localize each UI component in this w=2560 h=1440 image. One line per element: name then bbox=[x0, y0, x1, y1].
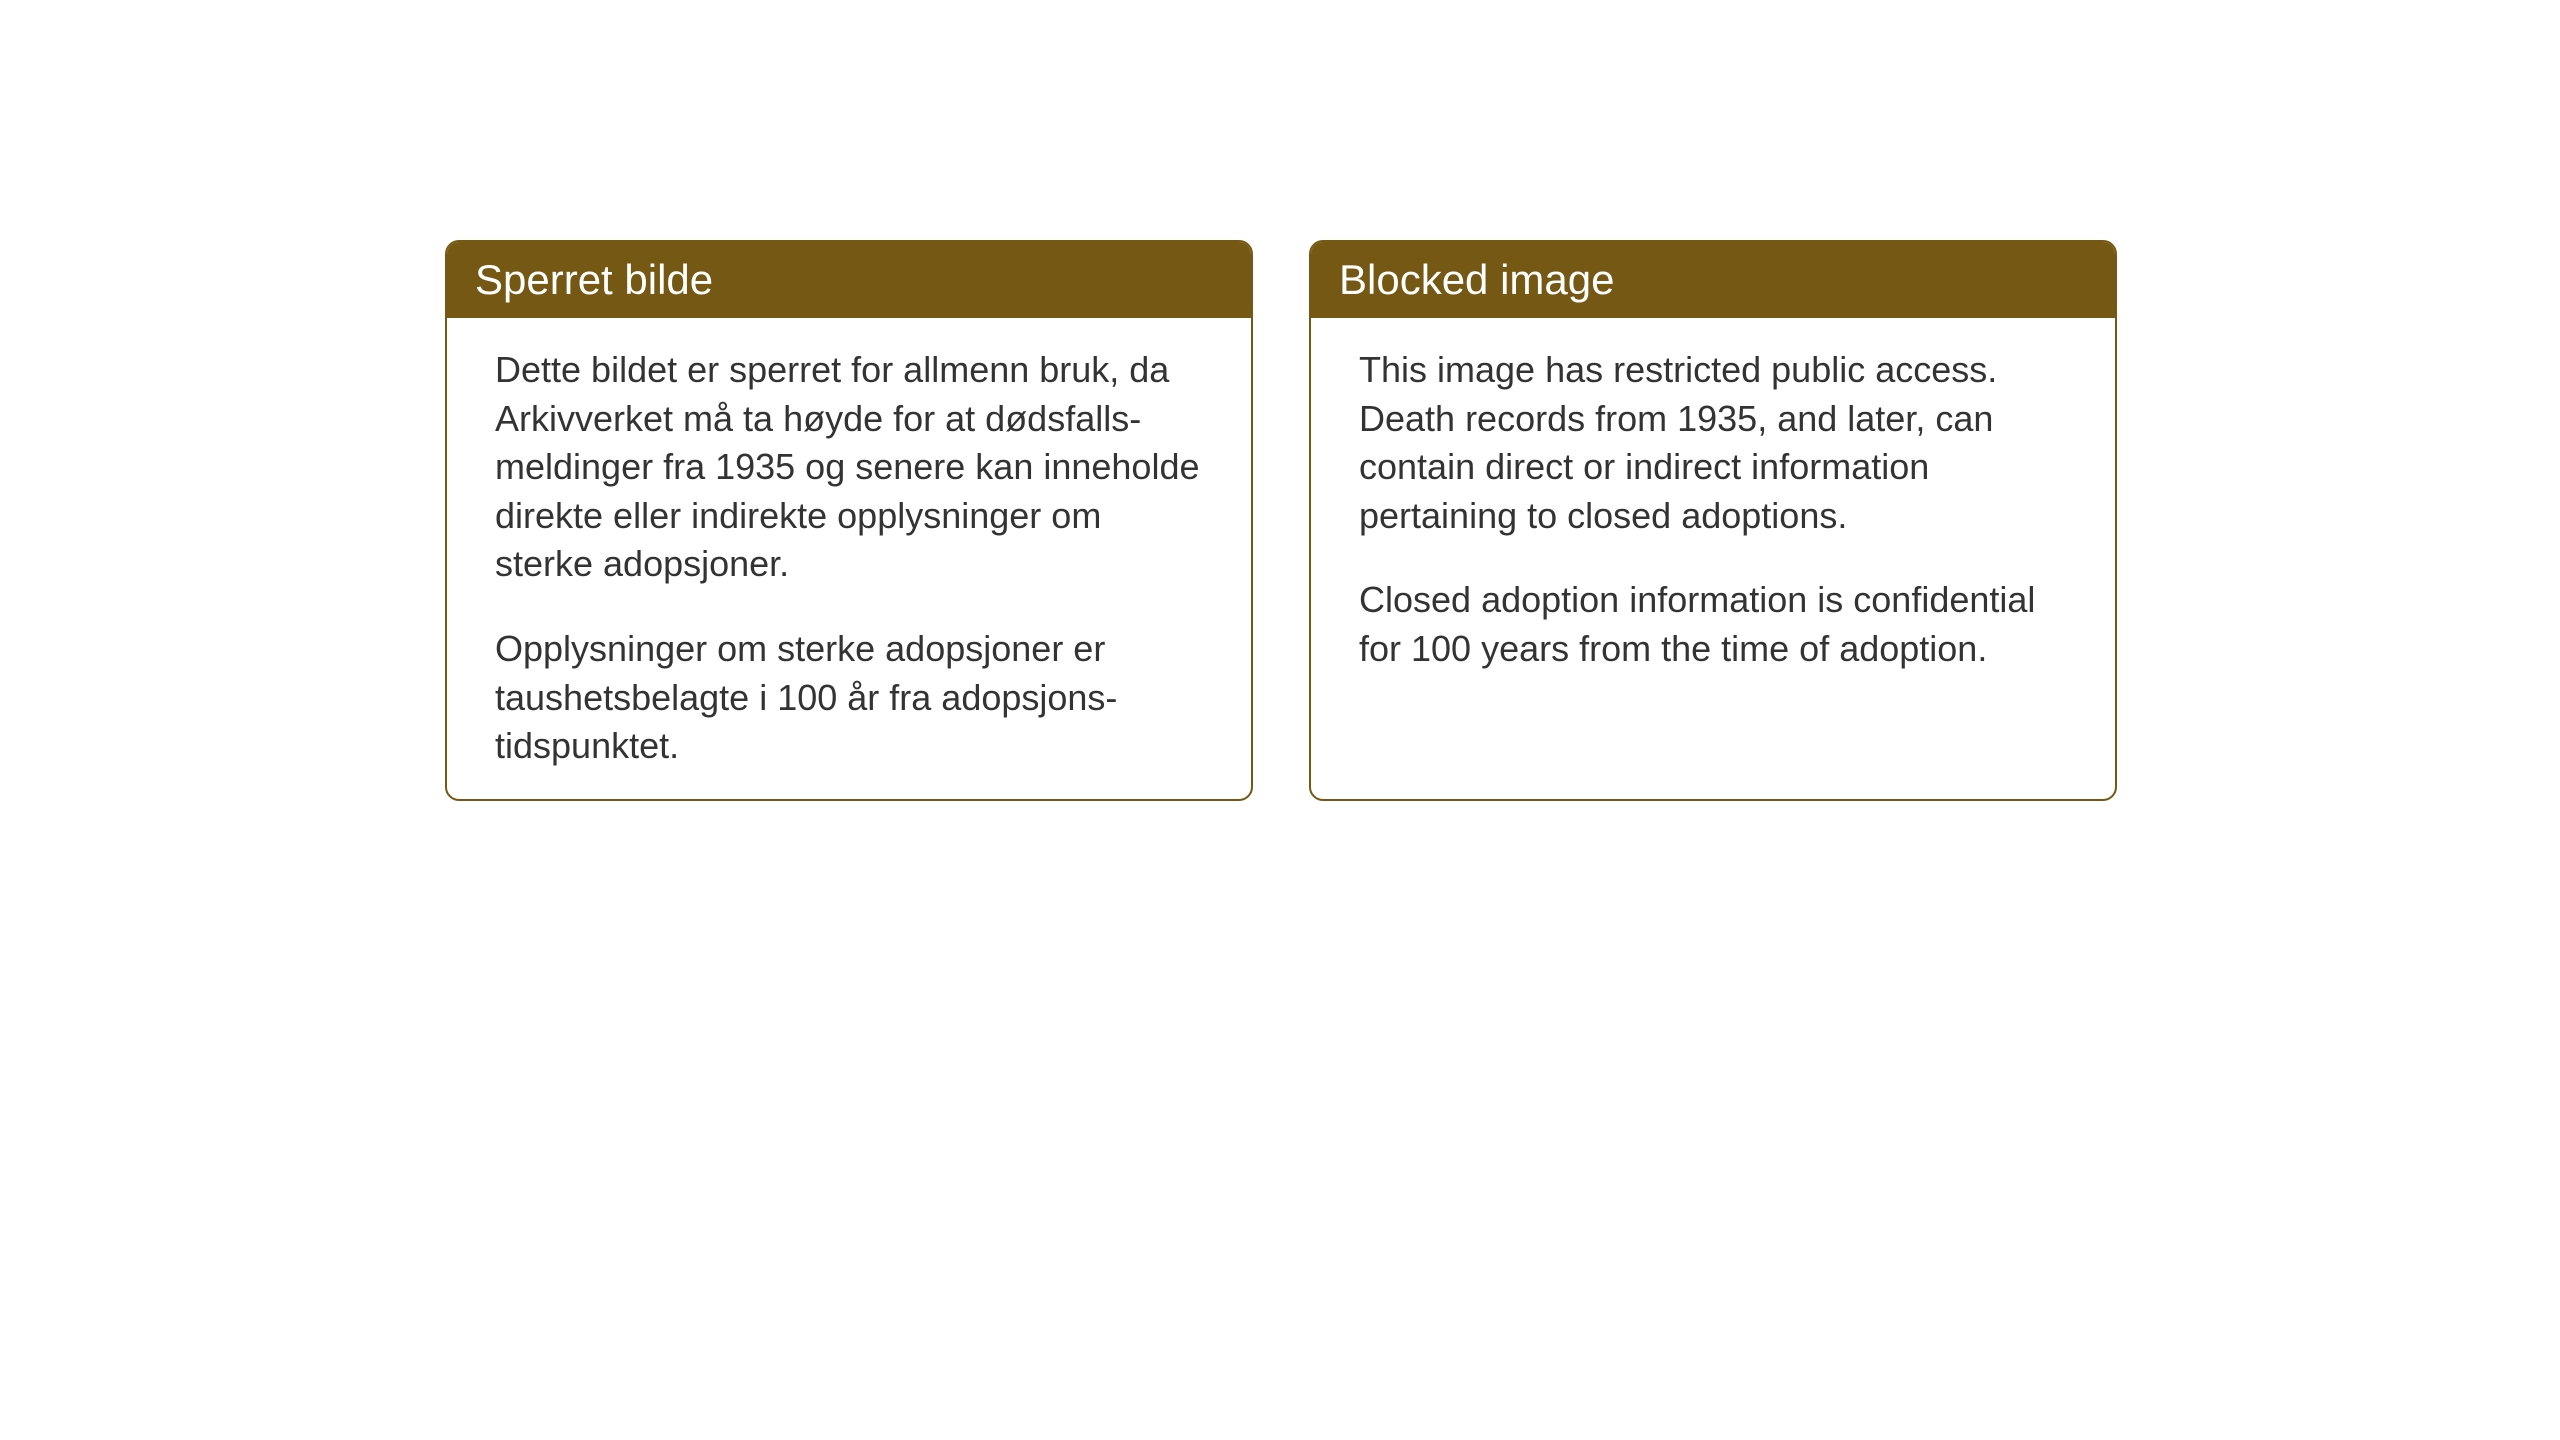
card-body-english: This image has restricted public access.… bbox=[1311, 318, 2115, 702]
card-paragraph-2-english: Closed adoption information is confident… bbox=[1359, 576, 2067, 673]
card-paragraph-2-norwegian: Opplysninger om sterke adopsjoner er tau… bbox=[495, 625, 1203, 771]
notice-card-norwegian: Sperret bilde Dette bildet er sperret fo… bbox=[445, 240, 1253, 801]
card-title-norwegian: Sperret bilde bbox=[475, 256, 713, 303]
card-title-english: Blocked image bbox=[1339, 256, 1614, 303]
card-header-english: Blocked image bbox=[1311, 242, 2115, 318]
card-header-norwegian: Sperret bilde bbox=[447, 242, 1251, 318]
card-paragraph-1-norwegian: Dette bildet er sperret for allmenn bruk… bbox=[495, 346, 1203, 589]
notice-cards-container: Sperret bilde Dette bildet er sperret fo… bbox=[445, 240, 2117, 801]
notice-card-english: Blocked image This image has restricted … bbox=[1309, 240, 2117, 801]
card-body-norwegian: Dette bildet er sperret for allmenn bruk… bbox=[447, 318, 1251, 799]
card-paragraph-1-english: This image has restricted public access.… bbox=[1359, 346, 2067, 540]
